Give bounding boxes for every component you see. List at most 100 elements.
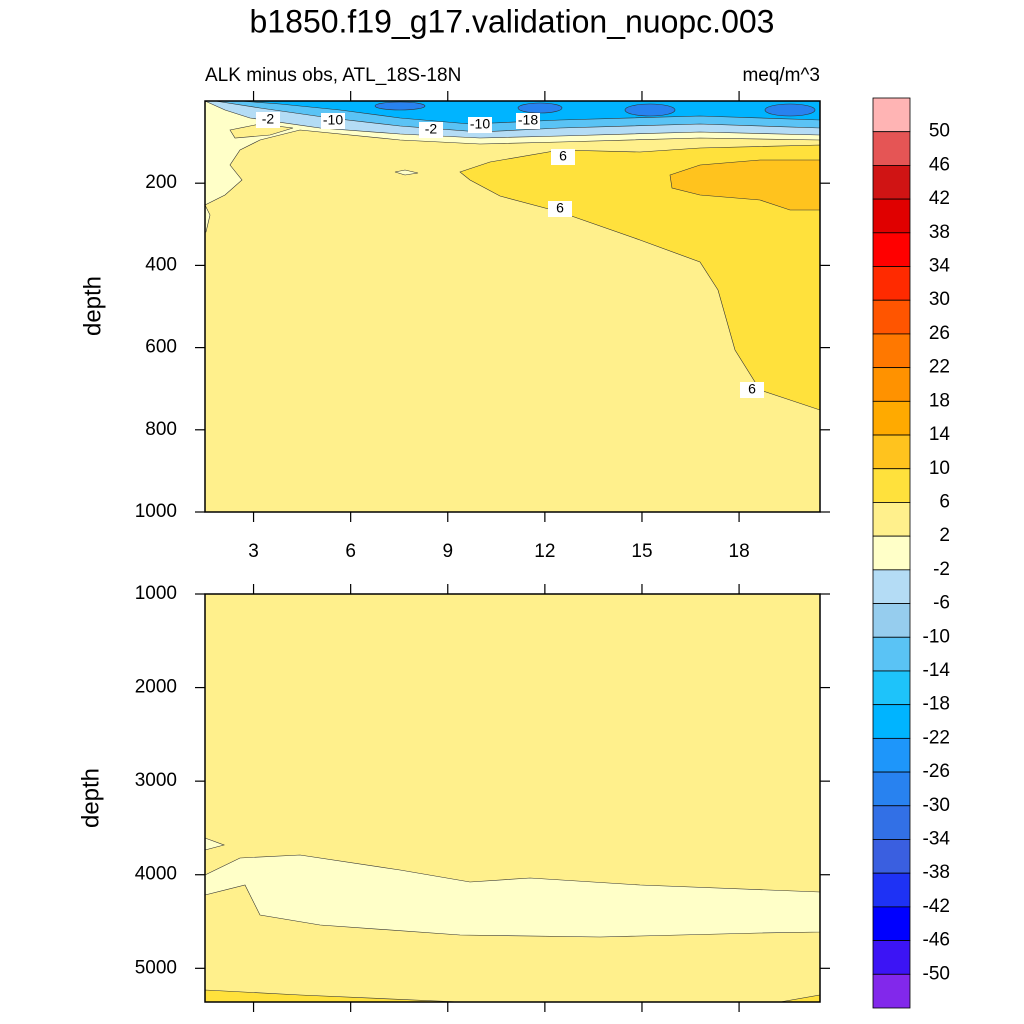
colorbar-box	[872, 636, 911, 672]
contour-label: -2	[262, 111, 275, 127]
contour-region	[394, 169, 419, 176]
y-tick-label: 2000	[135, 677, 177, 698]
colorbar-label: 34	[929, 256, 951, 277]
contour-label: -2	[425, 121, 438, 137]
y-tick-label: 600	[145, 337, 177, 358]
x-tick-label: 18	[729, 541, 750, 562]
x-tick-label: 12	[534, 541, 555, 562]
y-tick-label: 5000	[135, 957, 177, 978]
y-tick-label: 400	[145, 254, 177, 275]
contour-region	[669, 159, 821, 211]
y-tick-label: 4000	[135, 864, 177, 885]
colorbar-label: -46	[923, 930, 950, 951]
contour-label-bg	[419, 122, 443, 138]
colorbar-box	[872, 704, 911, 739]
colorbar-label: -14	[923, 660, 951, 681]
colorbar-label: -10	[923, 626, 950, 647]
colorbar-box	[872, 872, 911, 908]
colorbar-label: -26	[923, 761, 950, 782]
colorbar-label: 50	[929, 121, 950, 142]
colorbar-label: 42	[929, 188, 950, 209]
colorbar-label: 22	[929, 357, 950, 378]
colorbar-label: 18	[929, 390, 950, 411]
colorbar-label: -50	[923, 963, 950, 984]
colorbar-label: -42	[923, 896, 950, 917]
contour-label-bg	[551, 149, 575, 165]
colorbar-label: 26	[929, 323, 950, 344]
colorbar-box	[872, 940, 911, 975]
colorbar-box	[872, 839, 911, 874]
contour-label: -18	[518, 112, 538, 128]
top-contours	[204, 100, 821, 513]
colorbar-box	[872, 97, 911, 133]
bottom-contours	[204, 593, 821, 1003]
colorbar-box	[872, 468, 911, 503]
colorbar-box	[872, 299, 911, 335]
colorbar-label: -34	[923, 828, 951, 849]
contour-label: 6	[556, 200, 564, 216]
colorbar-box	[872, 266, 911, 301]
y-tick-label: 200	[145, 172, 177, 193]
colorbar-box	[872, 569, 911, 604]
x-tick-label: 15	[631, 541, 652, 562]
colorbar-box	[872, 603, 911, 638]
colorbar-box	[872, 737, 911, 773]
colorbar-label: 10	[929, 458, 950, 479]
colorbar-box	[872, 502, 911, 537]
colorbar-box	[872, 535, 911, 571]
y-tick-label: 1000	[135, 501, 177, 522]
colorbar-label: -6	[933, 593, 950, 614]
colorbar-label: 46	[929, 154, 950, 175]
x-tick-label: 6	[345, 541, 356, 562]
colorbar-box	[872, 906, 911, 941]
contour-label: 6	[559, 148, 567, 164]
colorbar-box	[872, 805, 911, 840]
colorbar-label: -30	[923, 795, 950, 816]
y-tick-label: 3000	[135, 770, 177, 791]
subtitle: ALK minus obs, ATL_18S-18N	[205, 65, 461, 86]
colorbar-box	[872, 434, 911, 470]
contour-label: -10	[470, 116, 490, 132]
colorbar-box	[872, 198, 911, 234]
plot-frame	[204, 100, 821, 513]
colorbar-label: 6	[939, 491, 950, 512]
colorbar-box	[872, 973, 911, 1009]
contour-label-bg	[548, 201, 572, 217]
contour-label-bg	[256, 112, 280, 128]
y-axis-label: depth	[79, 276, 106, 336]
contour-region	[764, 103, 816, 117]
colorbar-label: 2	[939, 525, 950, 546]
y-tick-label: 800	[145, 419, 177, 440]
contour-region	[204, 593, 821, 1003]
units: meq/m^3	[742, 65, 820, 86]
colorbar-label: 14	[929, 424, 951, 445]
colorbar-box	[872, 165, 911, 200]
x-tick-label: 9	[442, 541, 453, 562]
colorbar-box	[872, 670, 911, 706]
contour-label-bg	[740, 382, 764, 398]
y-tick-label: 1000	[135, 583, 177, 604]
colorbar-box	[872, 367, 911, 402]
colorbar-label: 30	[929, 289, 950, 310]
colorbar-label: -22	[923, 727, 950, 748]
contour-label-bg	[468, 117, 492, 133]
colorbar-box	[872, 131, 911, 166]
contour-label-bg	[516, 113, 540, 129]
colorbar-box	[872, 232, 911, 267]
contour-region	[624, 103, 676, 117]
contour-label-bg	[321, 113, 345, 129]
contour-label: -10	[323, 112, 343, 128]
y-axis-label: depth	[77, 768, 104, 828]
contour-label: 6	[748, 381, 756, 397]
colorbar-box	[872, 333, 911, 369]
colorbar-box	[872, 400, 911, 436]
plot-frame	[204, 593, 821, 1003]
contour-region	[374, 101, 426, 111]
colorbar-label: 38	[929, 222, 950, 243]
chart-title: b1850.f19_g17.validation_nuopc.003	[250, 3, 775, 39]
colorbar-label: -2	[933, 559, 950, 580]
x-tick-label: 3	[248, 541, 259, 562]
colorbar-label: -18	[923, 694, 950, 715]
colorbar-box	[872, 771, 911, 807]
